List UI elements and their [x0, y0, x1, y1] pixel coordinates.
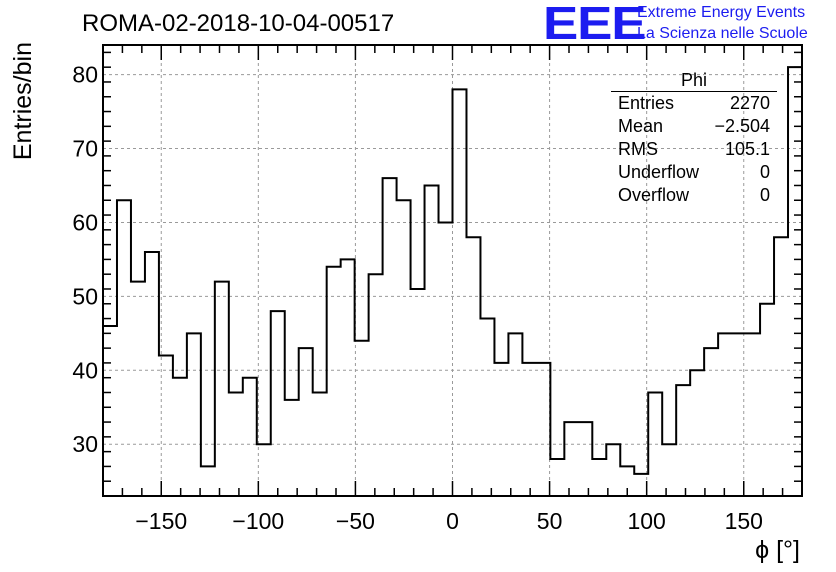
histogram-bin	[215, 282, 229, 496]
stats-label: Overflow	[618, 185, 690, 205]
histogram-bin	[201, 466, 215, 496]
histogram-bin	[425, 185, 439, 496]
eee-logo: EEE	[543, 0, 647, 49]
stats-row-mean: Mean −2.504	[611, 115, 777, 138]
histogram-bin	[662, 444, 676, 496]
stats-title: Phi	[611, 70, 777, 92]
x-axis-label: ϕ [°]	[755, 536, 800, 564]
y-axis-ticks: 30 40 50 60 70 80	[72, 51, 802, 497]
stats-label: RMS	[618, 139, 658, 159]
histogram-bin	[550, 459, 564, 496]
histogram-bin	[788, 67, 802, 496]
stats-value: 0	[759, 185, 770, 205]
histogram-bin	[536, 363, 550, 496]
y-tick-label: 70	[72, 136, 98, 162]
stats-value: −2.504	[714, 116, 770, 136]
histogram-bin	[341, 259, 355, 496]
x-tick-label: 100	[627, 508, 665, 534]
y-axis-label: Entries/bin	[9, 42, 37, 160]
plot-title: ROMA-02-2018-10-04-00517	[82, 10, 395, 37]
histogram-bin	[774, 237, 788, 496]
x-tick-label: 50	[537, 508, 563, 534]
stats-value: 2270	[729, 93, 770, 113]
histogram-bin	[690, 370, 704, 496]
stats-value: 0	[759, 162, 770, 182]
histogram-bin	[508, 333, 522, 496]
x-tick-label: −50	[336, 508, 375, 534]
y-tick-label: 50	[72, 283, 98, 309]
histogram-bin	[453, 89, 467, 496]
histogram-bin	[578, 422, 592, 496]
histogram-bin	[271, 311, 285, 496]
histogram-bin	[131, 282, 145, 496]
x-axis-ticks: −150 −100 −50 0 50 100 150	[102, 45, 803, 534]
histogram-bin	[285, 400, 299, 496]
histogram-bin	[522, 363, 536, 496]
histogram-bin	[760, 304, 774, 496]
histogram-bin	[383, 178, 397, 496]
stats-label: Mean	[618, 116, 664, 136]
histogram-bin	[117, 200, 131, 496]
histogram-bin	[439, 222, 453, 496]
stats-row-overflow: Overflow 0	[611, 184, 777, 207]
stats-row-rms: RMS 105.1	[611, 138, 777, 161]
histogram-bin	[243, 378, 257, 496]
histogram-bin	[718, 333, 732, 496]
histogram-outline	[102, 66, 803, 496]
histogram-bin	[187, 333, 201, 496]
x-tick-label: 150	[725, 508, 763, 534]
histogram-bin	[480, 319, 494, 496]
x-tick-label: −150	[135, 508, 187, 534]
histogram-bin	[494, 363, 508, 496]
stats-row-underflow: Underflow 0	[611, 161, 777, 184]
stats-value: 105.1	[724, 139, 770, 159]
histogram-bin	[145, 252, 159, 496]
histogram-bin	[327, 267, 341, 496]
stats-row-entries: Entries 2270	[611, 92, 777, 115]
y-tick-label: 30	[72, 431, 98, 457]
histogram-bin	[746, 333, 760, 496]
x-tick-label: −100	[232, 508, 284, 534]
stats-box: Phi Entries 2270 Mean −2.504 RMS 105.1 U…	[611, 70, 777, 207]
logo-line-2: La Scienza nelle Scuole	[637, 25, 808, 42]
y-tick-label: 80	[72, 62, 98, 88]
histogram-bin	[369, 274, 383, 496]
histogram-bin	[299, 348, 313, 496]
histogram-bin	[397, 200, 411, 496]
stats-label: Entries	[618, 93, 675, 113]
histogram-bin	[103, 326, 117, 496]
histogram-bin	[411, 289, 425, 496]
logo-line-1: Extreme Energy Events	[637, 4, 806, 21]
histogram-bin	[355, 341, 369, 496]
y-tick-label: 60	[72, 209, 98, 235]
histogram-bin	[592, 459, 606, 496]
x-tick-label: 0	[446, 508, 459, 534]
histogram-bin	[466, 237, 480, 496]
histogram-bin	[173, 378, 187, 496]
histogram-bin	[564, 422, 578, 496]
y-tick-label: 40	[72, 357, 98, 383]
stats-label: Underflow	[618, 162, 700, 182]
histogram-bin	[676, 385, 690, 496]
